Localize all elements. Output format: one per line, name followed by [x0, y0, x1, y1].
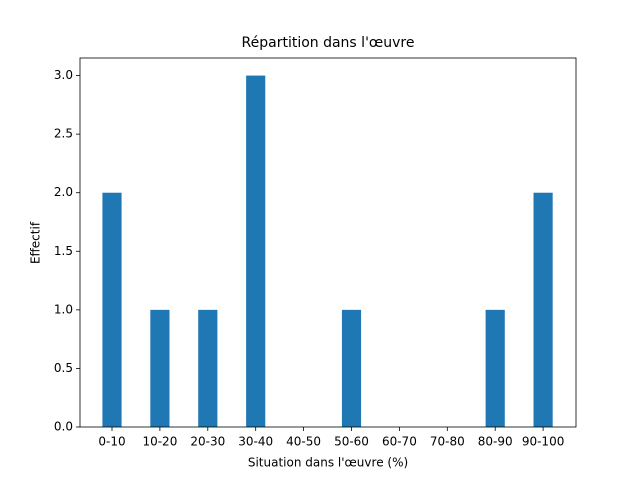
- x-tick-label: 70-80: [430, 435, 465, 449]
- bar: [102, 192, 122, 427]
- x-axis-label: Situation dans l'œuvre (%): [248, 456, 408, 470]
- y-tick-label: 1.0: [54, 302, 73, 316]
- x-tick-label: 80-90: [478, 435, 513, 449]
- y-axis-label: Effectif: [29, 221, 43, 264]
- x-tick-label: 50-60: [334, 435, 369, 449]
- bar: [533, 192, 553, 427]
- chart-title: Répartition dans l'œuvre: [242, 35, 415, 51]
- y-tick-label: 3.0: [54, 68, 73, 82]
- x-tick-label: 40-50: [286, 435, 321, 449]
- y-tick-label: 2.5: [54, 127, 73, 141]
- y-tick-label: 0.5: [54, 361, 73, 375]
- bar: [198, 309, 218, 427]
- y-tick-label: 0.0: [54, 420, 73, 434]
- plot-frame: [79, 57, 577, 428]
- x-tick-label: 0-10: [98, 435, 125, 449]
- y-tick-label: 1.5: [54, 244, 73, 258]
- x-tick-label: 60-70: [382, 435, 417, 449]
- x-tick-label: 20-30: [190, 435, 225, 449]
- x-tick-label: 30-40: [238, 435, 273, 449]
- bar: [150, 309, 170, 427]
- bar: [246, 75, 266, 428]
- x-tick-label: 10-20: [142, 435, 177, 449]
- bar: [485, 309, 505, 427]
- bar: [341, 309, 362, 427]
- x-tick-label: 90-100: [522, 435, 565, 449]
- y-tick-label: 2.0: [54, 185, 73, 199]
